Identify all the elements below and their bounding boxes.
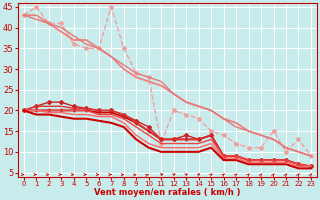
X-axis label: Vent moyen/en rafales ( km/h ): Vent moyen/en rafales ( km/h ) bbox=[94, 188, 241, 197]
